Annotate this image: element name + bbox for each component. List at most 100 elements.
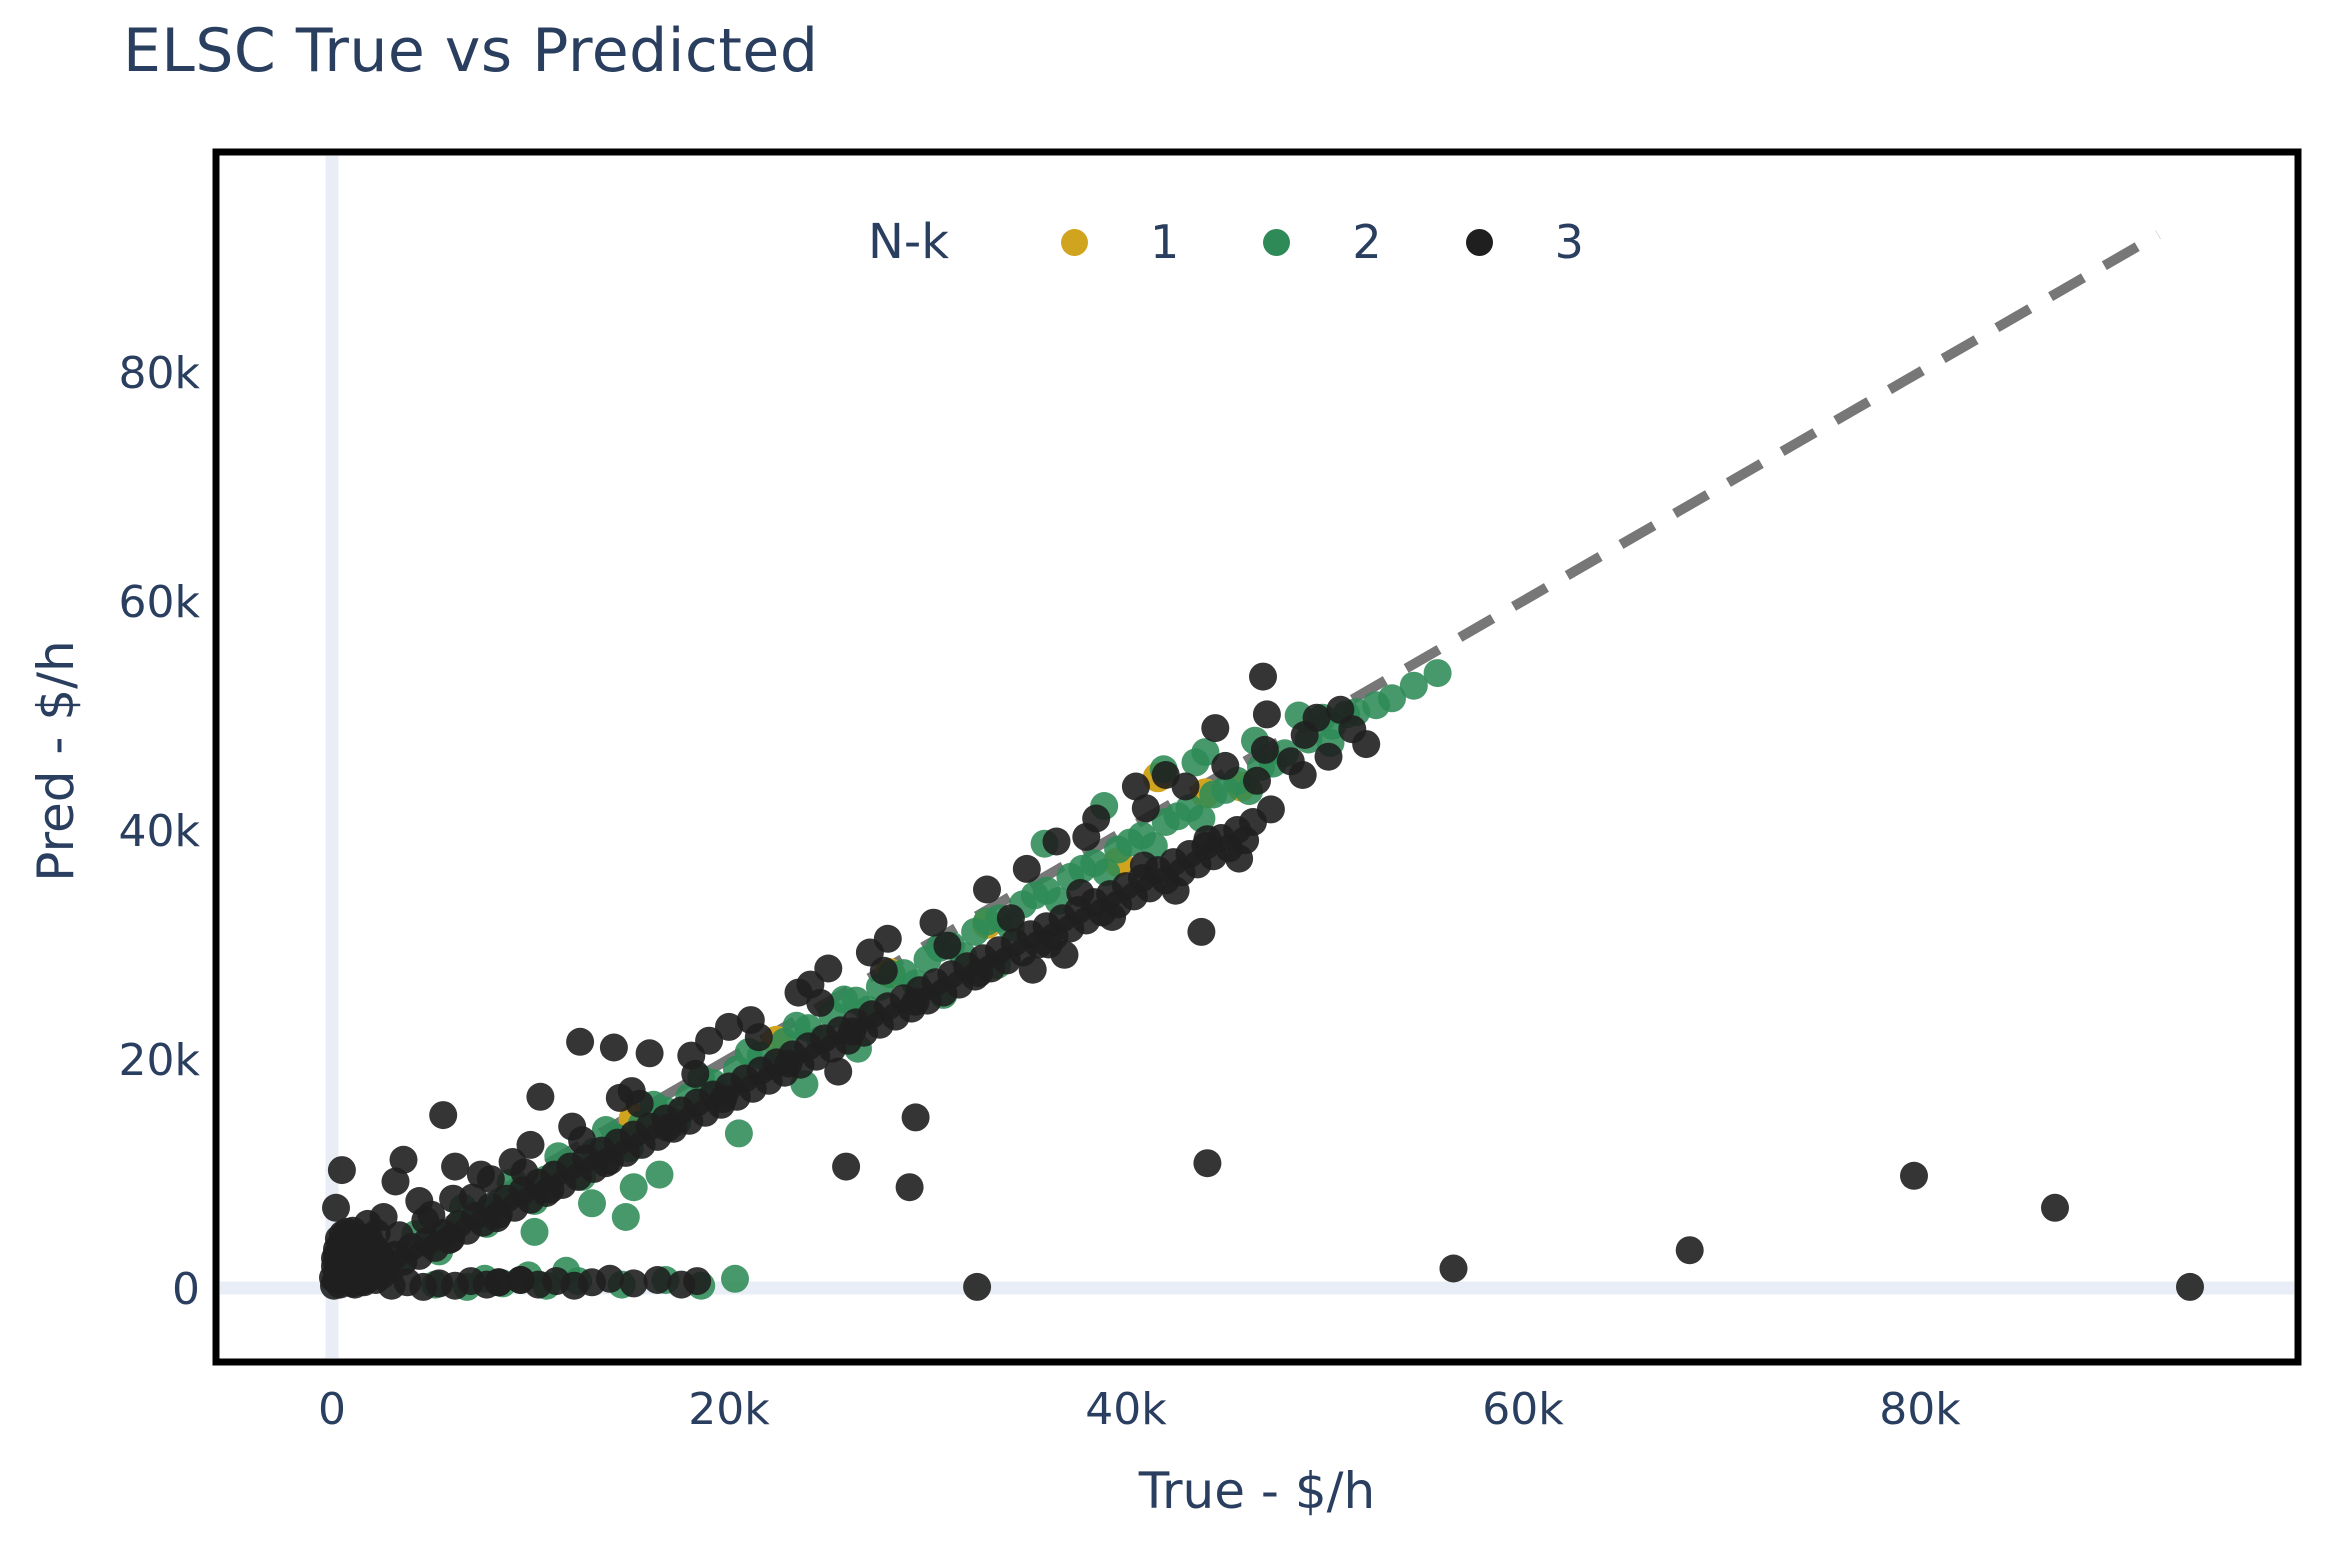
scatter-point[interactable] [435, 1225, 464, 1254]
scatter-point[interactable] [1187, 917, 1216, 946]
scatter-point[interactable] [901, 987, 930, 1016]
scatter-point[interactable] [901, 1103, 930, 1132]
scatter-point[interactable] [1249, 662, 1277, 691]
scatter-point[interactable] [566, 1027, 595, 1056]
scatter-point[interactable] [405, 1187, 434, 1215]
scatter-point[interactable] [536, 1175, 565, 1204]
scatter-point[interactable] [1050, 940, 1079, 969]
scatter-point[interactable] [1225, 844, 1254, 873]
scatter-point[interactable] [933, 931, 962, 960]
scatter-point[interactable] [2041, 1193, 2069, 1222]
scatter-point[interactable] [1098, 903, 1127, 931]
scatter-point[interactable] [1193, 825, 1222, 854]
legend-item-nk3[interactable]: 3 [1465, 215, 1584, 269]
scatter-point[interactable] [1068, 854, 1097, 883]
scatter-point[interactable] [482, 1204, 511, 1233]
scatter-point[interactable] [439, 1184, 468, 1213]
scatter-point[interactable] [645, 1160, 674, 1189]
scatter-point[interactable] [824, 1057, 853, 1086]
scatter-point[interactable] [782, 1011, 811, 1040]
scatter-point[interactable] [1116, 828, 1144, 857]
scatter-point[interactable] [1211, 775, 1240, 804]
scatter-point[interactable] [996, 904, 1025, 933]
scatter-point[interactable] [1314, 742, 1343, 771]
scatter-point[interactable] [1399, 671, 1428, 700]
scatter-point[interactable] [736, 1006, 765, 1035]
scatter-point[interactable] [1256, 795, 1285, 824]
scatter-point[interactable] [1163, 802, 1192, 831]
scatter-point[interactable] [784, 978, 813, 1007]
scatter-point[interactable] [520, 1217, 549, 1246]
scatter-point[interactable] [721, 1264, 749, 1293]
scatter-point[interactable] [595, 1264, 624, 1293]
scatter-point[interactable] [643, 1266, 672, 1294]
scatter-point[interactable] [1131, 794, 1160, 823]
legend-item-nk2[interactable]: 2 [1263, 215, 1382, 269]
scatter-point[interactable] [1243, 766, 1271, 795]
scatter-point[interactable] [832, 1152, 861, 1181]
scatter-point[interactable] [381, 1167, 410, 1196]
scatter-point[interactable] [458, 1183, 487, 1212]
scatter-point[interactable] [1900, 1161, 1928, 1190]
scatter-point[interactable] [327, 1156, 356, 1185]
scatter-point[interactable] [1193, 1149, 1222, 1178]
scatter-point[interactable] [1012, 854, 1041, 883]
scatter-point[interactable] [516, 1130, 545, 1159]
scatter-point[interactable] [838, 1017, 867, 1046]
scatter-point[interactable] [709, 1085, 737, 1114]
scatter-point[interactable] [1302, 703, 1331, 732]
scatter-point[interactable] [830, 985, 859, 1014]
scatter-point[interactable] [973, 875, 1001, 904]
scatter-point[interactable] [328, 1236, 357, 1265]
scatter-point[interactable] [683, 1267, 712, 1296]
scatter-point[interactable] [1276, 747, 1305, 776]
scatter-point[interactable] [605, 1083, 634, 1112]
scatter-point[interactable] [973, 907, 1001, 936]
scatter-point[interactable] [526, 1082, 555, 1111]
scatter-point[interactable] [1362, 691, 1391, 720]
scatter-point[interactable] [578, 1189, 606, 1218]
scatter-point[interactable] [1211, 751, 1240, 780]
scatter-point[interactable] [1423, 659, 1452, 688]
scatter-point[interactable] [1181, 748, 1210, 777]
scatter-point[interactable] [506, 1266, 535, 1294]
scatter-point[interactable] [611, 1203, 640, 1231]
scatter-point[interactable] [965, 959, 994, 988]
scatter-point[interactable] [635, 1039, 664, 1068]
scatter-point[interactable] [919, 908, 948, 937]
scatter-point[interactable] [619, 1269, 648, 1298]
scatter-point[interactable] [441, 1152, 470, 1181]
scatter-point[interactable] [1066, 879, 1095, 907]
scatter-point[interactable] [814, 954, 843, 983]
scatter-point[interactable] [1042, 827, 1071, 856]
scatter-point[interactable] [353, 1209, 382, 1238]
scatter-point[interactable] [1201, 714, 1230, 743]
scatter-point[interactable] [774, 1049, 803, 1078]
legend-item-nk1[interactable]: 1 [1061, 215, 1179, 269]
scatter-point[interactable] [599, 1033, 628, 1062]
scatter-point[interactable] [619, 1173, 648, 1202]
scatter-point[interactable] [2176, 1272, 2204, 1301]
scatter-point[interactable] [1161, 876, 1190, 905]
scatter-point[interactable] [429, 1101, 458, 1130]
scatter-point[interactable] [389, 1145, 418, 1174]
scatter-point[interactable] [963, 1272, 992, 1301]
scatter-point[interactable] [1018, 955, 1047, 984]
scatter-point[interactable] [724, 1119, 753, 1148]
scatter-point[interactable] [695, 1026, 724, 1055]
scatter-point[interactable] [895, 1173, 924, 1202]
scatter-point[interactable] [1129, 851, 1158, 880]
scatter-point[interactable] [558, 1112, 587, 1141]
scatter-point[interactable] [1151, 761, 1180, 789]
scatter-point[interactable] [1439, 1254, 1468, 1283]
scatter-point[interactable] [385, 1221, 414, 1250]
scatter-point[interactable] [1082, 804, 1111, 833]
scatter-point[interactable] [1020, 881, 1049, 910]
scatter-point[interactable] [1252, 700, 1281, 729]
scatter-point[interactable] [1092, 858, 1121, 887]
scatter-point[interactable] [484, 1268, 513, 1297]
scatter-point[interactable] [653, 1113, 682, 1142]
scatter-point[interactable] [591, 1149, 620, 1178]
scatter-point[interactable] [1326, 695, 1355, 724]
